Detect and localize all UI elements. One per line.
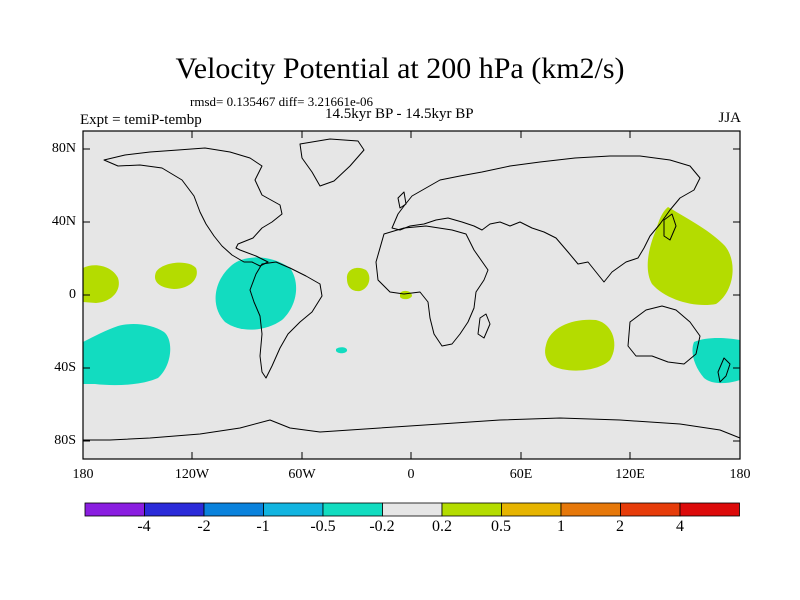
lat-label-0: 0 [69,287,76,302]
negative-region-south-pacific [83,324,171,386]
colorbar-box [203,502,264,517]
lon-label-180e: 180 [729,467,751,482]
lat-label-80n: 80N [51,141,76,156]
colorbar-box [322,502,383,517]
lon-label-120e: 120E [615,467,645,482]
negative-anomaly-regions [83,257,740,386]
colorbar-box [560,502,621,517]
coast-madagascar [477,313,491,339]
experiment-label: Expt = temiP-tembp [80,112,202,128]
colorbar-label: -2 [197,518,211,535]
coastlines [83,138,741,441]
lon-label-0: 0 [407,467,415,482]
coast-greenland [299,138,365,187]
lon-label-120w: 120W [174,467,210,482]
positive-region-atlantic [346,267,370,292]
colorbar-label: -4 [137,518,151,535]
plot-title: Velocity Potential at 200 hPa (km2/s) [175,52,625,85]
positive-region-indian-ocean [545,319,615,371]
colorbar-box [144,502,205,517]
negative-region-central-america [215,257,297,330]
positive-anomaly-regions [83,207,733,371]
colorbar-box [679,502,740,517]
rmsd-diff-stats: rmsd= 0.135467 diff= 3.21661e-06 [190,94,374,109]
lon-label-60e: 60E [509,467,533,482]
coast-north-america [103,147,283,267]
coast-uk [397,191,407,209]
coast-south-america [249,261,323,379]
coast-new-zealand [717,357,731,383]
lat-label-80s: 80S [54,433,76,448]
lat-label-40n: 40N [51,214,76,229]
colorbar [84,502,740,517]
colorbar-label: -1 [256,518,270,535]
colorbar-box [501,502,562,517]
axis-ticks [82,131,741,459]
colorbar-label: -0.5 [310,518,336,535]
coast-europe-asia [391,155,701,283]
colorbar-box [441,502,502,517]
coast-africa [375,225,489,347]
positive-region-east-pacific [83,265,119,303]
colorbar-label: 0.5 [491,518,511,535]
coast-australia [627,305,701,365]
positive-region-central-pacific [154,262,197,289]
lon-label-60w: 60W [288,467,316,482]
lat-label-40s: 40S [54,360,76,375]
colorbar-box [620,502,681,517]
colorbar-label: 0.2 [432,518,452,535]
positive-region-west-pacific [647,207,733,306]
colorbar-box [84,502,145,517]
negative-region-tasman [692,338,740,384]
negative-region-south-atlantic-small [336,347,348,354]
colorbar-label: 4 [676,518,684,535]
colorbar-box [382,502,443,517]
lon-label-180w: 180 [72,467,94,482]
colorbar-label: 2 [616,518,624,535]
period-label: 14.5kyr BP - 14.5kyr BP [325,106,474,122]
colorbar-label: -0.2 [369,518,395,535]
colorbar-label: 1 [557,518,565,535]
coast-antarctica [83,417,741,441]
colorbar-box [263,502,324,517]
coast-japan [663,213,677,241]
season-label: JJA [718,110,741,126]
